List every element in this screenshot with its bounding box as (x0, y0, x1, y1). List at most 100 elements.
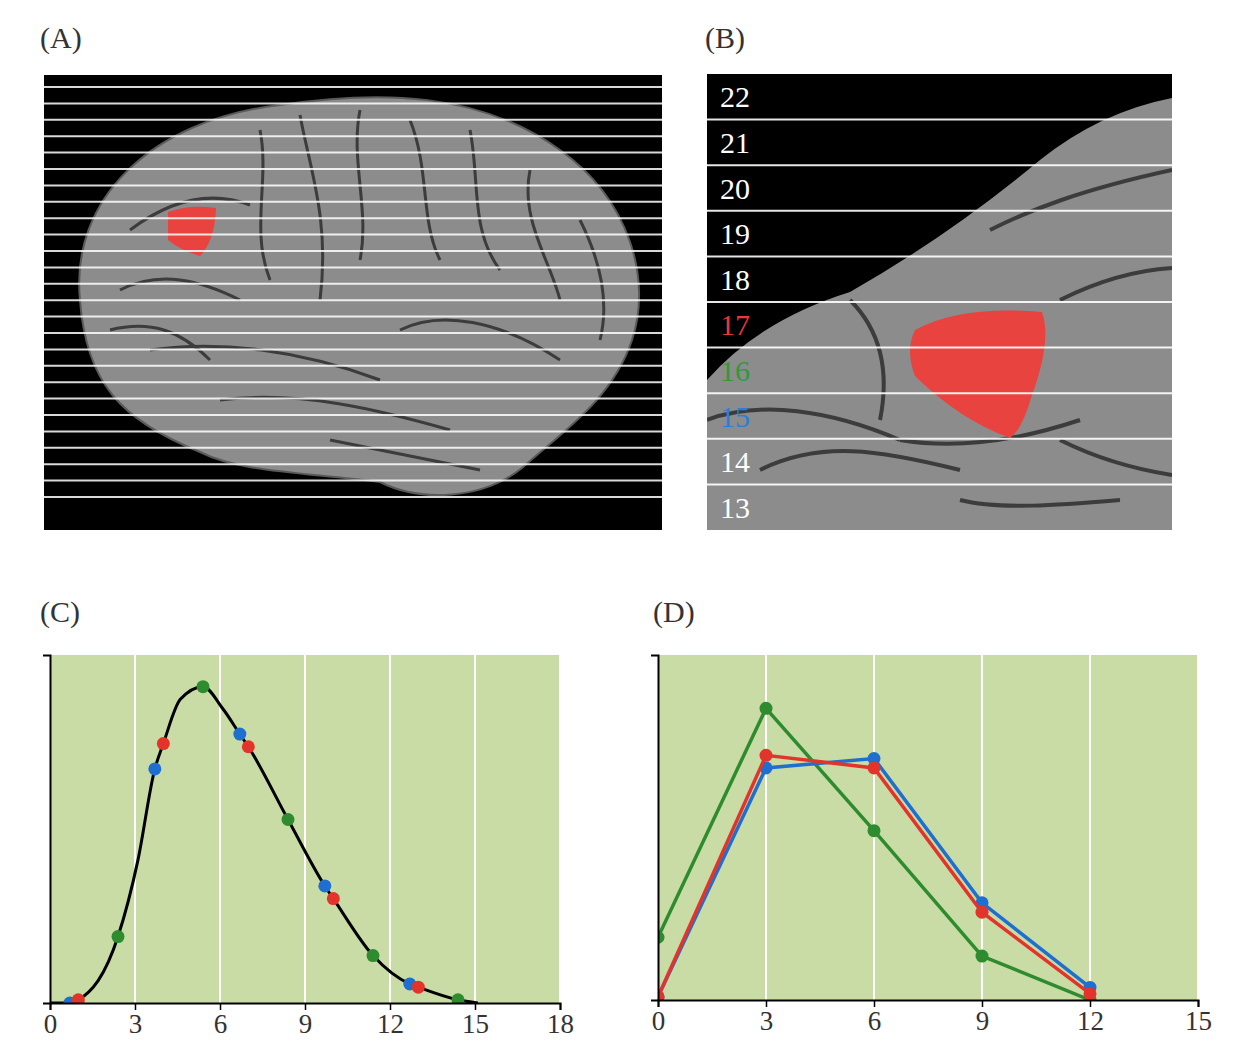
panel-b: 22212019181716151413 (707, 74, 1172, 530)
tick-label: 15 (462, 1009, 489, 1039)
tick-label: 9 (976, 1006, 990, 1036)
tick-label: 3 (129, 1009, 143, 1039)
sulcus (220, 397, 450, 430)
sulcus (760, 451, 960, 470)
data-point (233, 728, 246, 741)
sulcus (330, 440, 480, 470)
sulcus (580, 220, 604, 340)
data-point (242, 740, 255, 753)
panel-letter: (B) (705, 21, 745, 55)
tick: 15 (462, 1003, 489, 1039)
tick: 9 (299, 1003, 313, 1039)
slice-label: 14 (720, 445, 750, 478)
slice-line (44, 168, 662, 170)
sulcus (960, 500, 1120, 506)
tick-label: 6 (214, 1009, 228, 1039)
chart-panel: 0 3 6 9 12 15 (651, 655, 1212, 1036)
data-point (112, 930, 125, 943)
tick-label: 12 (377, 1009, 404, 1039)
data-point (148, 762, 161, 775)
data-point (452, 993, 465, 1003)
slice-line (44, 234, 662, 236)
slice-line (44, 299, 662, 301)
slice-line (44, 480, 662, 482)
image-background (44, 75, 662, 530)
slice-line (44, 496, 662, 498)
data-point (157, 737, 170, 750)
slice-label: 18 (720, 263, 750, 296)
tick: 0 (652, 1000, 666, 1036)
data-point (868, 761, 881, 774)
data-point (868, 824, 881, 837)
brain-image (44, 87, 662, 497)
slice-line (44, 414, 662, 416)
data-point (197, 680, 210, 693)
slice-line (44, 86, 662, 88)
axis-line (659, 1001, 1199, 1008)
slice-label: 19 (720, 217, 750, 250)
slice-line (44, 430, 662, 432)
brain-surface (79, 97, 639, 495)
brain-surface (707, 98, 1172, 530)
slice-line (707, 164, 1172, 166)
data-point (760, 749, 773, 762)
slice-line (44, 102, 662, 104)
plot-background (658, 655, 1198, 1000)
data-point (318, 879, 331, 892)
data-point (72, 993, 85, 1003)
tick: 6 (214, 1003, 228, 1039)
slice-line (44, 365, 662, 367)
slice-line (707, 347, 1172, 349)
grid-line (1197, 655, 1199, 1000)
tick-label: 18 (547, 1009, 574, 1039)
series-line (658, 755, 1090, 997)
sulcus (1060, 268, 1172, 300)
y-axis (651, 656, 659, 1001)
tick: 12 (1077, 1000, 1104, 1036)
brain-image (707, 98, 1172, 530)
tick-label: 15 (1185, 1006, 1212, 1036)
panel-a (44, 75, 662, 530)
tick-label: 3 (760, 1006, 774, 1036)
grid-line (304, 655, 306, 1003)
slice-line (44, 283, 662, 285)
tick: 9 (976, 1000, 990, 1036)
slice-line (707, 210, 1172, 212)
slice-label: 21 (720, 126, 750, 159)
slice-line (44, 463, 662, 465)
sulcus (410, 120, 440, 260)
slice-line (44, 447, 662, 449)
panel-letter: (D) (653, 595, 695, 629)
tick-label: 0 (652, 1006, 666, 1036)
x-axis: 0369121518 (44, 1003, 574, 1039)
series-line (50, 687, 478, 1003)
tick: 15 (1185, 1000, 1212, 1036)
slice-line (707, 483, 1172, 485)
slice-line (44, 119, 662, 121)
figure: (A)(B)(C)(D)2221201918171615141303691215… (0, 0, 1235, 1050)
plot-marks (50, 680, 478, 1003)
slice-line (707, 392, 1172, 394)
slice-label: 17 (720, 308, 750, 341)
slice-line (707, 438, 1172, 440)
data-point (760, 702, 773, 715)
data-point (1084, 987, 1097, 1000)
chart-panel: 0369121518 (43, 655, 574, 1039)
data-point (282, 813, 295, 826)
series-line (658, 708, 1090, 1000)
axis-line (651, 656, 659, 1001)
sulcus (850, 300, 884, 420)
slice-line (44, 266, 662, 268)
data-point (976, 950, 989, 963)
slice-label: 16 (720, 354, 750, 387)
tick: 3 (129, 1003, 143, 1039)
grid-line (474, 655, 476, 1003)
slice-line (707, 301, 1172, 303)
sulcus (120, 279, 240, 300)
data-point (367, 949, 380, 962)
series-line (658, 759, 1090, 997)
sulcus (400, 320, 560, 360)
tick-label: 6 (868, 1006, 882, 1036)
panel-letter: (A) (40, 21, 82, 55)
x-axis: 0 3 6 9 12 15 (652, 1000, 1212, 1036)
